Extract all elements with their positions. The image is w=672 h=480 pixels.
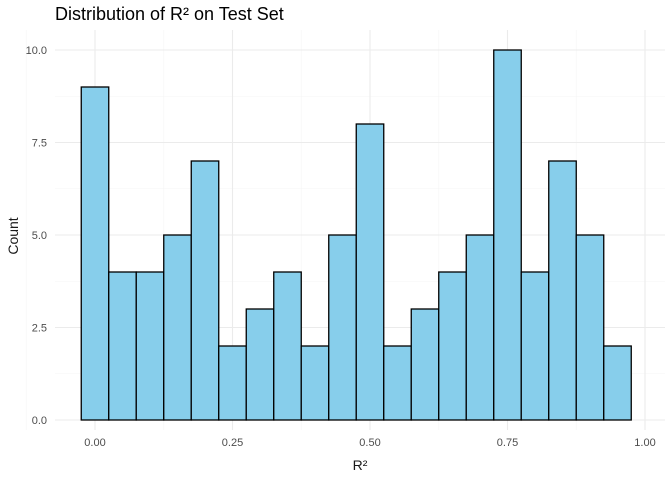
histogram-bar bbox=[355, 123, 385, 421]
histogram-bar bbox=[245, 308, 275, 421]
histogram-bar bbox=[438, 271, 467, 421]
chart-title: Distribution of R² on Test Set bbox=[55, 4, 284, 24]
histogram-bar bbox=[383, 345, 412, 421]
histogram-bar bbox=[575, 234, 605, 421]
x-tick-label: 0.00 bbox=[84, 437, 105, 449]
histogram-bar bbox=[548, 160, 577, 421]
histogram-bar bbox=[520, 271, 550, 421]
y-tick-label: 5.0 bbox=[32, 230, 47, 242]
x-tick-label: 0.75 bbox=[497, 437, 518, 449]
histogram-bar bbox=[493, 49, 522, 421]
x-tick-label: 1.00 bbox=[634, 437, 655, 449]
y-tick-label: 10.0 bbox=[26, 45, 47, 57]
y-tick-label: 0.0 bbox=[32, 415, 47, 427]
histogram-bar bbox=[273, 271, 302, 421]
bars bbox=[80, 49, 632, 421]
x-tick-label: 0.50 bbox=[359, 437, 380, 449]
histogram-bar bbox=[218, 345, 247, 421]
histogram-bar bbox=[108, 271, 137, 421]
x-tick-label: 0.25 bbox=[222, 437, 243, 449]
y-tick-label: 7.5 bbox=[32, 138, 47, 150]
histogram-bar bbox=[465, 234, 495, 421]
y-tick-label: 2.5 bbox=[32, 323, 47, 335]
histogram-bar bbox=[410, 308, 440, 421]
y-axis-title: Count bbox=[5, 217, 21, 254]
x-axis-title: R² bbox=[353, 457, 368, 473]
y-tick-labels: 0.0 2.5 5.0 7.5 10.0 bbox=[26, 45, 47, 427]
histogram-bar bbox=[190, 160, 220, 421]
histogram-bar bbox=[163, 234, 192, 421]
histogram-bar bbox=[328, 234, 357, 421]
histogram-bar bbox=[603, 345, 632, 421]
histogram-bar bbox=[300, 345, 330, 421]
x-tick-labels: 0.00 0.25 0.50 0.75 1.00 bbox=[84, 437, 655, 449]
histogram-bar bbox=[135, 271, 165, 421]
histogram-bar bbox=[80, 86, 110, 421]
